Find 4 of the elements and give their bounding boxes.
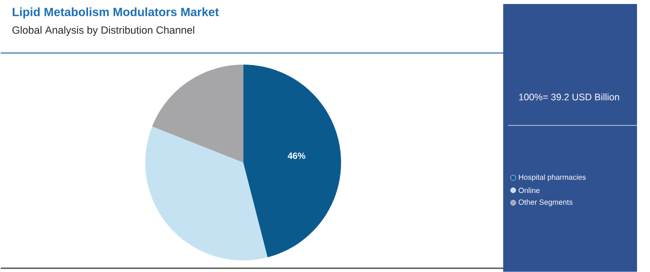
- text: 100%= 39.2 USD Billion: [519, 94, 620, 101]
- chart-subtitle: Global Analysis by Distribution Channel: [12, 26, 194, 36]
- data-label: 46%: [288, 152, 306, 160]
- chart-title: Lipid Metabolism Modulators Market: [12, 8, 219, 19]
